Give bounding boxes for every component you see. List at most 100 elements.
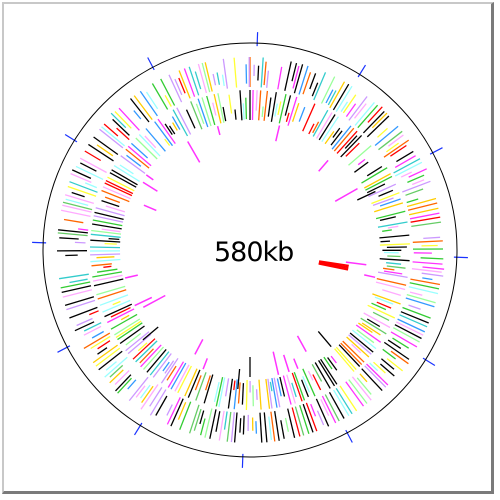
gene-mark — [277, 101, 282, 116]
feature-mark — [143, 204, 157, 212]
gene-mark — [114, 318, 141, 336]
highlight-feature-mark — [318, 261, 349, 268]
gene-mark — [335, 387, 353, 415]
gene-mark — [61, 285, 92, 294]
gene-mark — [318, 360, 336, 387]
gene-mark — [140, 384, 159, 410]
gene-mark — [125, 148, 150, 169]
gene-mark — [409, 212, 440, 220]
gene-mark — [90, 253, 121, 256]
gene-mark — [145, 91, 159, 110]
feature-mark — [364, 274, 376, 279]
gene-mark — [369, 362, 379, 372]
gene-mark — [405, 188, 424, 196]
gene-mark — [422, 266, 445, 270]
gene-mark — [374, 125, 399, 146]
feature-mark — [334, 187, 358, 202]
gene-mark — [89, 310, 99, 316]
gene-mark — [367, 304, 396, 319]
gene-mark — [408, 168, 427, 178]
gene-mark — [83, 325, 102, 336]
gene-mark — [127, 333, 152, 355]
gene-mark — [379, 363, 395, 377]
gene-mark — [368, 183, 397, 198]
scale-tick — [256, 32, 259, 47]
gene-mark — [356, 377, 372, 395]
gene-mark — [320, 399, 330, 416]
gene-mark — [408, 207, 439, 216]
feature-mark — [293, 358, 299, 369]
gene-mark — [279, 376, 286, 397]
gene-mark — [366, 363, 389, 386]
gene-mark — [239, 418, 242, 433]
gene-mark — [293, 371, 306, 401]
gene-mark — [396, 321, 424, 336]
gene-mark — [383, 267, 395, 271]
gene-mark — [57, 232, 88, 237]
gene-mark — [382, 229, 392, 232]
gene-mark — [394, 324, 422, 340]
gene-mark — [291, 372, 303, 402]
gene-mark — [371, 192, 400, 205]
gene-mark — [95, 347, 121, 367]
gene-mark — [371, 302, 387, 311]
gene-mark — [300, 379, 310, 398]
gene-mark — [345, 103, 357, 117]
gene-mark — [312, 109, 329, 137]
gene-mark — [104, 356, 128, 378]
gene-mark — [138, 134, 161, 157]
gene-mark — [311, 363, 323, 382]
gene-mark — [166, 365, 177, 381]
gene-mark — [204, 62, 213, 92]
gene-mark — [393, 158, 421, 174]
gene-mark — [285, 112, 290, 122]
gene-mark — [333, 389, 350, 417]
gene-mark — [349, 332, 374, 353]
gene-mark — [351, 376, 372, 401]
gene-mark — [164, 360, 175, 374]
gene-mark — [379, 234, 410, 239]
gene-mark — [222, 58, 229, 89]
gene-mark — [223, 411, 228, 430]
gene-mark — [101, 199, 120, 208]
gene-mark — [194, 71, 202, 90]
gene-mark — [187, 369, 201, 398]
gene-mark — [94, 211, 124, 221]
gene-mark — [361, 167, 388, 184]
gene-mark — [110, 112, 127, 129]
gene-mark — [97, 268, 118, 273]
gene-mark — [102, 186, 131, 200]
gene-mark — [145, 128, 166, 152]
gene-mark — [372, 293, 401, 305]
gene-mark — [302, 72, 312, 95]
gene-mark — [334, 348, 355, 372]
gene-mark — [293, 64, 304, 94]
gene-mark — [75, 165, 104, 180]
gene-mark — [316, 112, 333, 139]
gene-mark — [387, 339, 402, 349]
gene-mark — [233, 380, 236, 391]
gene-mark — [117, 322, 143, 341]
gene-mark — [168, 125, 176, 135]
gene-mark — [242, 103, 245, 120]
gene-mark — [237, 382, 241, 404]
gene-mark — [212, 102, 217, 116]
gene-mark — [312, 121, 320, 134]
gene-mark — [405, 297, 435, 308]
gene-mark — [270, 411, 276, 442]
gene-mark — [204, 375, 211, 391]
gene-mark — [90, 335, 111, 350]
gene-mark — [84, 150, 102, 162]
gene-mark — [366, 165, 383, 177]
gene-mark — [101, 126, 126, 147]
gene-mark — [379, 258, 410, 262]
gene-mark — [410, 216, 441, 223]
gene-mark — [335, 85, 353, 112]
gene-mark — [111, 169, 138, 186]
gene-mark — [62, 289, 93, 298]
gene-mark — [195, 372, 207, 401]
outer-gene-ring — [56, 56, 445, 443]
gene-mark — [149, 351, 170, 376]
gene-mark — [357, 158, 366, 166]
gene-mark — [379, 243, 410, 246]
